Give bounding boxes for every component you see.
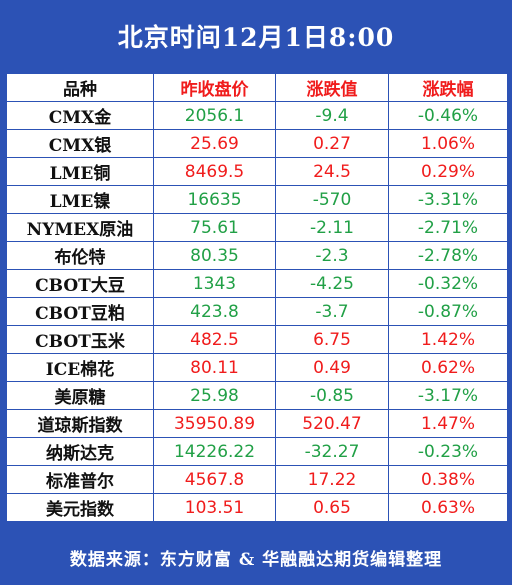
- change-cell: -2.3: [275, 241, 389, 270]
- prev-close-cell: 4567.8: [153, 465, 276, 494]
- table-row: 纳斯达克 14226.22 -32.27 -0.23%: [6, 437, 508, 466]
- prev-close-cell: 8469.5: [153, 157, 276, 186]
- variety-cell: CMX金: [6, 101, 154, 130]
- change-cell: 520.47: [275, 409, 389, 438]
- change-pct-cell: 1.06%: [388, 129, 508, 158]
- variety-cell: NYMEX原油: [6, 213, 154, 242]
- prev-close-cell: 1343: [153, 269, 276, 298]
- change-pct-cell: -0.87%: [388, 297, 508, 326]
- change-cell: 0.65: [275, 493, 389, 522]
- table-row: 布伦特 80.35 -2.3 -2.78%: [6, 241, 508, 270]
- table-row: 美原糖 25.98 -0.85 -3.17%: [6, 381, 508, 410]
- change-cell: 0.27: [275, 129, 389, 158]
- prev-close-cell: 14226.22: [153, 437, 276, 466]
- header-change: 涨跌值: [275, 73, 389, 102]
- header-variety: 品种: [6, 73, 154, 102]
- change-pct-cell: 0.63%: [388, 493, 508, 522]
- variety-cell: ICE棉花: [6, 353, 154, 382]
- prev-close-cell: 75.61: [153, 213, 276, 242]
- prev-close-cell: 35950.89: [153, 409, 276, 438]
- table-row: 标准普尔 4567.8 17.22 0.38%: [6, 465, 508, 494]
- change-cell: -2.11: [275, 213, 389, 242]
- variety-cell: 标准普尔: [6, 465, 154, 494]
- table-row: ICE棉花 80.11 0.49 0.62%: [6, 353, 508, 382]
- change-pct-cell: -3.17%: [388, 381, 508, 410]
- table-row: CMX银 25.69 0.27 1.06%: [6, 129, 508, 158]
- header-change-pct: 涨跌幅: [388, 73, 508, 102]
- variety-cell: CBOT玉米: [6, 325, 154, 354]
- change-pct-cell: -2.71%: [388, 213, 508, 242]
- change-cell: 24.5: [275, 157, 389, 186]
- change-pct-cell: -0.32%: [388, 269, 508, 298]
- prev-close-cell: 2056.1: [153, 101, 276, 130]
- prev-close-cell: 103.51: [153, 493, 276, 522]
- change-pct-cell: -2.78%: [388, 241, 508, 270]
- change-cell: 6.75: [275, 325, 389, 354]
- change-cell: 0.49: [275, 353, 389, 382]
- change-cell: -0.85: [275, 381, 389, 410]
- prev-close-cell: 80.35: [153, 241, 276, 270]
- variety-cell: 美元指数: [6, 493, 154, 522]
- quotes-table: 品种 昨收盘价 涨跌值 涨跌幅 CMX金 2056.1 -9.4 -0.46% CMX银…: [6, 73, 508, 522]
- change-cell: -9.4: [275, 101, 389, 130]
- change-cell: -4.25: [275, 269, 389, 298]
- change-cell: -32.27: [275, 437, 389, 466]
- change-pct-cell: -0.23%: [388, 437, 508, 466]
- table-row: NYMEX原油 75.61 -2.11 -2.71%: [6, 213, 508, 242]
- variety-cell: LME镍: [6, 185, 154, 214]
- table-row: CMX金 2056.1 -9.4 -0.46%: [6, 101, 508, 130]
- variety-cell: CBOT豆粕: [6, 297, 154, 326]
- variety-cell: 布伦特: [6, 241, 154, 270]
- change-pct-cell: -0.46%: [388, 101, 508, 130]
- variety-cell: LME铜: [6, 157, 154, 186]
- change-pct-cell: 1.47%: [388, 409, 508, 438]
- change-cell: -570: [275, 185, 389, 214]
- change-pct-cell: 0.62%: [388, 353, 508, 382]
- table-row: 道琼斯指数 35950.89 520.47 1.47%: [6, 409, 508, 438]
- variety-cell: 纳斯达克: [6, 437, 154, 466]
- change-cell: 17.22: [275, 465, 389, 494]
- table-row: CBOT豆粕 423.8 -3.7 -0.87%: [6, 297, 508, 326]
- prev-close-cell: 25.69: [153, 129, 276, 158]
- prev-close-cell: 25.98: [153, 381, 276, 410]
- change-pct-cell: 0.38%: [388, 465, 508, 494]
- table-row: CBOT玉米 482.5 6.75 1.42%: [6, 325, 508, 354]
- prev-close-cell: 16635: [153, 185, 276, 214]
- prev-close-cell: 80.11: [153, 353, 276, 382]
- table-row: LME铜 8469.5 24.5 0.29%: [6, 157, 508, 186]
- variety-cell: 美原糖: [6, 381, 154, 410]
- change-pct-cell: 0.29%: [388, 157, 508, 186]
- change-pct-cell: 1.42%: [388, 325, 508, 354]
- prev-close-cell: 482.5: [153, 325, 276, 354]
- change-pct-cell: -3.31%: [388, 185, 508, 214]
- prev-close-cell: 423.8: [153, 297, 276, 326]
- header-prev-close: 昨收盘价: [153, 73, 276, 102]
- source-footer: 数据来源：东方财富 & 华融融达期货编辑整理: [69, 550, 443, 570]
- table-header-row: 品种 昨收盘价 涨跌值 涨跌幅: [6, 73, 508, 102]
- table-row: LME镍 16635 -570 -3.31%: [6, 185, 508, 214]
- variety-cell: CBOT大豆: [6, 269, 154, 298]
- variety-cell: CMX银: [6, 129, 154, 158]
- table-row: 美元指数 103.51 0.65 0.63%: [6, 493, 508, 522]
- variety-cell: 道琼斯指数: [6, 409, 154, 438]
- table-row: CBOT大豆 1343 -4.25 -0.32%: [6, 269, 508, 298]
- page-title: 北京时间12月1日8:00: [117, 23, 395, 52]
- change-cell: -3.7: [275, 297, 389, 326]
